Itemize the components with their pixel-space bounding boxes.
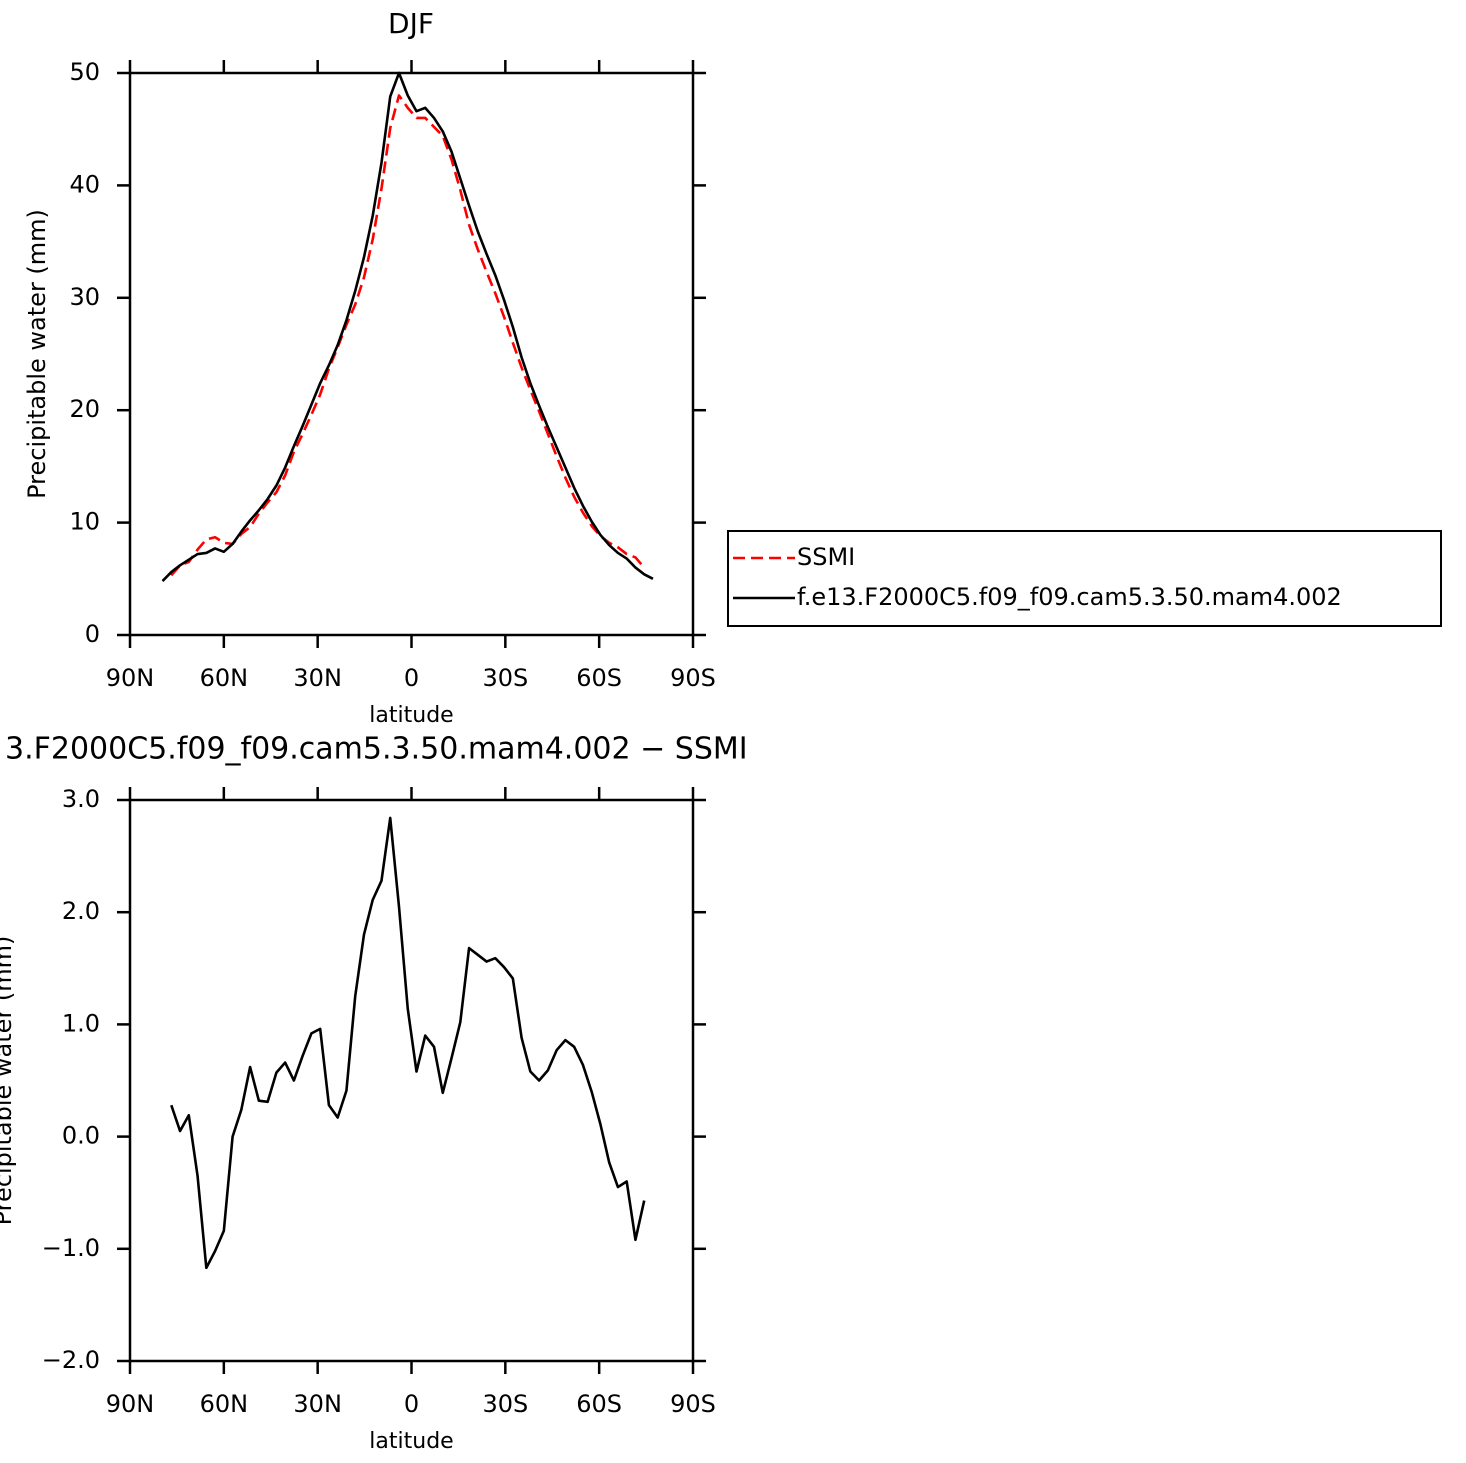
y-tick-label: 1.0 — [62, 1009, 100, 1037]
x-axis-label: latitude — [369, 1429, 453, 1454]
x-tick-label: 90N — [106, 1390, 155, 1418]
y-tick-label: 40 — [69, 170, 100, 198]
legend-label: SSMI — [797, 543, 855, 571]
y-tick-label: 30 — [69, 283, 100, 311]
x-tick-label: 60S — [576, 1390, 622, 1418]
data-line — [161, 71, 654, 582]
y-tick-label: 0 — [85, 620, 100, 648]
plot-frame — [128, 71, 695, 637]
y-tick-label: 2.0 — [62, 897, 100, 925]
x-tick-label: 60N — [200, 1390, 249, 1418]
chart-title: DJF — [388, 7, 434, 40]
data-line — [170, 816, 646, 1270]
x-tick-label: 0 — [404, 664, 419, 692]
x-tick-label: 30N — [293, 1390, 342, 1418]
x-tick-label: 60N — [200, 664, 249, 692]
chart-title: 3.F2000C5.f09_f09.cam5.3.50.mam4.002 − S… — [5, 732, 748, 767]
y-axis-label: Precipitable water (mm) — [0, 936, 17, 1226]
data-line — [170, 94, 646, 577]
x-tick-label: 90S — [670, 664, 716, 692]
y-tick-label: 20 — [69, 395, 100, 423]
y-axis-label: Precipitable water (mm) — [23, 209, 51, 499]
y-tick-label: −2.0 — [42, 1346, 100, 1374]
y-tick-label: 3.0 — [62, 785, 100, 813]
x-tick-label: 0 — [404, 1390, 419, 1418]
x-tick-label: 90N — [106, 664, 155, 692]
x-tick-label: 30N — [293, 664, 342, 692]
y-tick-label: 0.0 — [62, 1122, 100, 1150]
x-tick-label: 90S — [670, 1390, 716, 1418]
y-tick-label: 50 — [69, 58, 100, 86]
plot-frame — [128, 798, 695, 1363]
x-tick-label: 30S — [482, 1390, 528, 1418]
x-tick-label: 60S — [576, 664, 622, 692]
y-tick-label: 10 — [69, 508, 100, 536]
x-tick-label: 30S — [482, 664, 528, 692]
legend-box — [727, 530, 1442, 627]
legend-label: f.e13.F2000C5.f09_f09.cam5.3.50.mam4.002 — [797, 583, 1342, 611]
x-axis-label: latitude — [369, 703, 453, 728]
y-tick-label: −1.0 — [42, 1234, 100, 1262]
